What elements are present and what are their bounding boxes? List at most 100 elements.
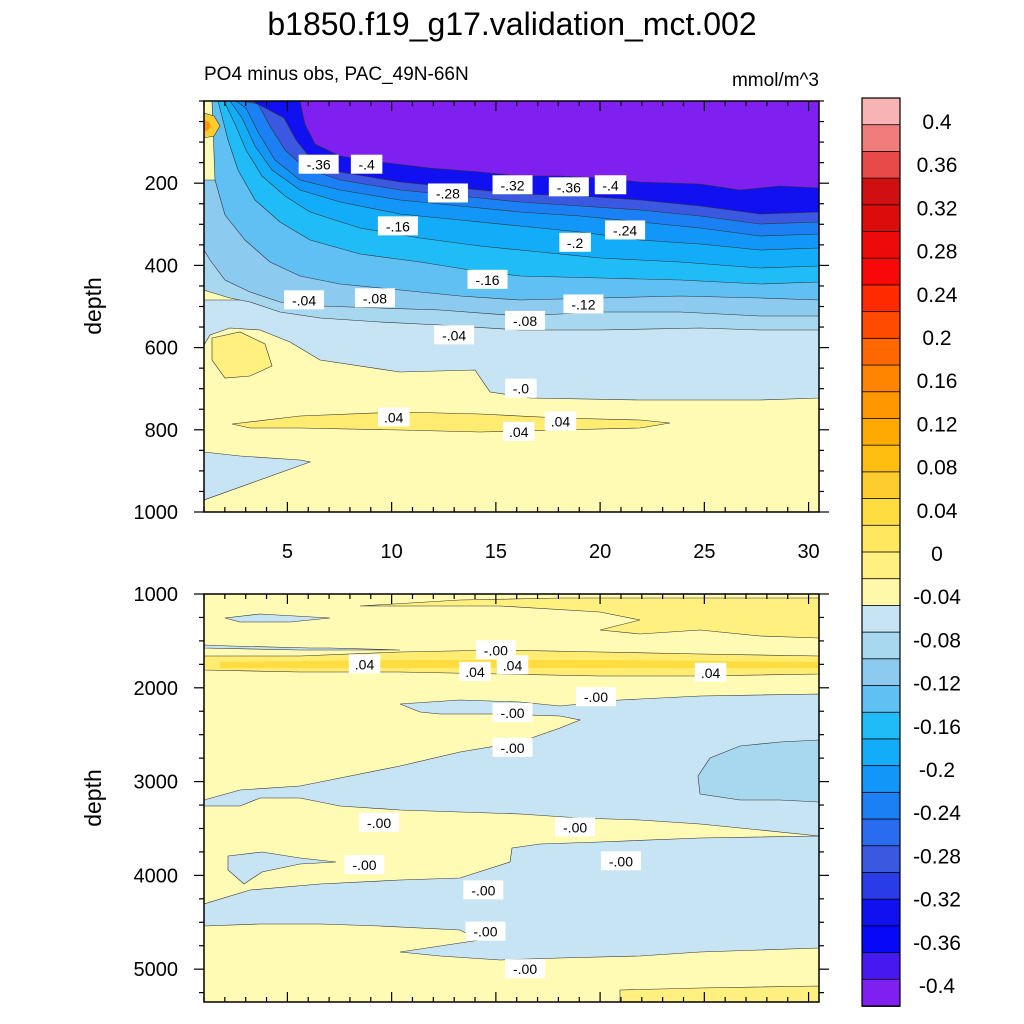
colorbar-swatch xyxy=(861,97,901,126)
contour-label-text: -.08 xyxy=(363,290,387,306)
colorbar-label: 0.12 xyxy=(917,413,958,436)
colorbar-frame xyxy=(861,97,901,1007)
fill-pos-top-right xyxy=(359,597,819,639)
fill-neg-sliver-2 xyxy=(204,644,401,651)
lower-panel: -.00.04.04.04.04-.00-.00-.00-.00 -.00-.00… xyxy=(80,584,829,1003)
colorbar-swatch xyxy=(861,284,901,313)
contour-label-text: -.00 xyxy=(367,815,391,831)
x-tick-label: 5 xyxy=(282,541,293,563)
colorbar-swatch xyxy=(861,391,901,420)
contour-label-text: -.00 xyxy=(471,882,495,898)
contour-label: .04 xyxy=(694,662,727,682)
contour-label: -.0 xyxy=(505,378,537,398)
y-tick-label: 200 xyxy=(145,173,178,195)
contour-label-bg xyxy=(465,921,506,941)
contour-label-bg xyxy=(344,855,385,875)
colorbar-label: -0.4 xyxy=(919,975,956,998)
contour-label-text: -.00 xyxy=(513,961,537,977)
colorbar-swatch xyxy=(861,952,901,981)
contour-label: -.00 xyxy=(505,959,546,979)
contour-label-bg xyxy=(605,220,646,240)
y-tick-label: 800 xyxy=(145,420,178,442)
contour-label: -.08 xyxy=(354,288,395,308)
fill-neg-patch-right xyxy=(697,739,819,803)
colorbar-label: -0.28 xyxy=(913,845,961,868)
contour-label-bg xyxy=(298,154,339,174)
contour-label-text: -.36 xyxy=(307,157,331,173)
colorbar-swatch xyxy=(861,204,901,233)
contour-label: .04 xyxy=(503,421,535,441)
colorbar-swatch xyxy=(861,872,901,901)
colorbar-label: 0.08 xyxy=(917,457,958,480)
contour-label-text: -.16 xyxy=(475,272,499,288)
contour-label-text: -.04 xyxy=(442,327,466,343)
contour-label-text: .04 xyxy=(465,664,485,680)
colorbar-swatch xyxy=(861,658,901,687)
colorbar-swatch xyxy=(861,177,901,206)
contour-label-bg xyxy=(559,232,591,252)
colorbar-swatch xyxy=(861,231,901,260)
contour-label-bg xyxy=(505,378,537,398)
colorbar-label: 0.4 xyxy=(922,111,952,134)
chart-title: b1850.f19_g17.validation_mct.002 xyxy=(267,6,756,42)
colorbar-swatch xyxy=(861,738,901,767)
y-tick-label: 600 xyxy=(145,338,178,360)
colorbar-swatch xyxy=(861,631,901,660)
colorbar-label: -0.36 xyxy=(913,932,961,955)
colorbar-swatch xyxy=(861,898,901,927)
contour-label: -.00 xyxy=(492,703,533,723)
contour-label-text: -.2 xyxy=(567,235,584,251)
contour-label: -.00 xyxy=(600,851,641,871)
contour-label: -.00 xyxy=(575,687,616,707)
contour-label-bg xyxy=(427,183,468,203)
contour-label-bg xyxy=(377,216,418,236)
contour-label-text: -.00 xyxy=(609,853,633,869)
contour-label: -.4 xyxy=(350,154,383,174)
contour-label-text: -.4 xyxy=(358,157,375,173)
fill-neg-blob-left xyxy=(227,851,337,885)
colorbar-label: 0 xyxy=(931,543,943,566)
fill-neg-sliver-1 xyxy=(224,613,331,623)
y-tick-label: 1000 xyxy=(134,502,179,524)
contour-label-bg xyxy=(694,662,727,682)
colorbar-label: 0.24 xyxy=(917,284,958,307)
upper-axes: 5 10 15 20 25 30 200 400 600 800 1000 xyxy=(134,100,829,563)
colorbar-swatch xyxy=(861,605,901,634)
contour-label: -.00 xyxy=(465,921,506,941)
colorbar-swatch xyxy=(861,418,901,447)
contour-label-bg xyxy=(575,687,616,707)
contour-label: -.00 xyxy=(359,812,400,832)
contour-label-bg xyxy=(503,421,535,441)
contour-label-bg xyxy=(505,959,546,979)
contour-label-bg xyxy=(348,654,381,674)
contour-label-bg xyxy=(492,175,533,195)
contour-label-bg xyxy=(492,737,533,757)
colorbar-swatch xyxy=(861,471,901,500)
contour-label-bg xyxy=(594,175,627,195)
colorbar-swatch xyxy=(861,257,901,286)
colorbar-swatch xyxy=(861,124,901,153)
contour-label: -.00 xyxy=(463,880,504,900)
fill-pos-bottom xyxy=(619,985,819,1002)
y-tick-label: 2000 xyxy=(134,678,179,700)
colorbar-label: -0.04 xyxy=(913,586,961,609)
contour-label: -.32 xyxy=(492,175,533,195)
colorbar-label: -0.12 xyxy=(913,673,961,696)
contour-label-text: .04 xyxy=(509,424,529,440)
x-tick-label: 30 xyxy=(797,541,819,563)
y-tick-label: 1000 xyxy=(134,584,179,606)
contour-label-bg xyxy=(563,294,604,314)
contour-label-text: -.00 xyxy=(484,642,508,658)
contour-label-bg xyxy=(555,817,596,837)
x-tick-label: 20 xyxy=(589,541,611,563)
colorbar-swatch xyxy=(861,364,901,393)
fill-neg-min xyxy=(299,101,819,191)
colorbar-swatch xyxy=(861,845,901,874)
contour-label-bg xyxy=(354,288,395,308)
contour-label-bg xyxy=(463,880,504,900)
contour-label-bg xyxy=(548,177,589,197)
contour-label-text: -.4 xyxy=(602,177,619,193)
colorbar-swatch xyxy=(861,311,901,340)
contour-label-bg xyxy=(459,661,491,681)
